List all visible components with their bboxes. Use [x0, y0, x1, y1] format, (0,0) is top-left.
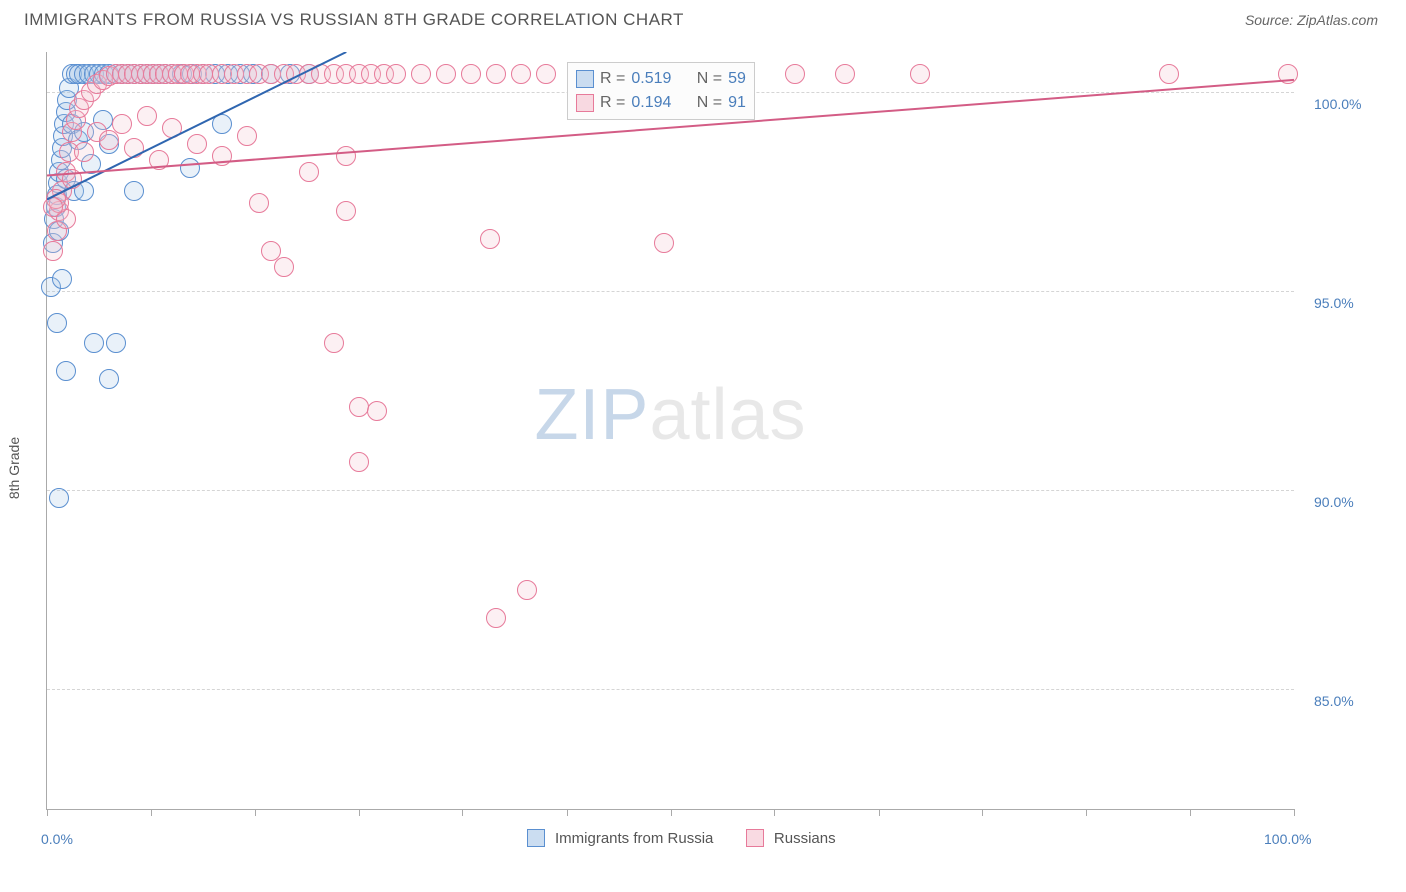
x-tick: [47, 809, 48, 816]
gridline-h: [47, 490, 1294, 491]
scatter-point-russians: [324, 333, 344, 353]
plot-area: ZIPatlas 100.0%95.0%90.0%85.0%0.0%100.0%…: [46, 52, 1294, 810]
legend-swatch-immigrants: [576, 70, 594, 88]
scatter-point-russians: [654, 233, 674, 253]
y-tick-label: 95.0%: [1314, 295, 1354, 311]
scatter-point-russians: [461, 64, 481, 84]
scatter-point-russians: [785, 64, 805, 84]
scatter-point-russians: [43, 197, 63, 217]
stat-n-value: 91: [728, 94, 746, 112]
scatter-point-immigrants: [49, 488, 69, 508]
stat-r-value: 0.519: [631, 70, 671, 88]
legend-swatch-russians: [746, 829, 764, 847]
watermark-atlas: atlas: [649, 375, 806, 455]
stat-r-value: 0.194: [631, 94, 671, 112]
scatter-point-russians: [62, 169, 82, 189]
scatter-point-immigrants: [212, 114, 232, 134]
scatter-point-russians: [336, 146, 356, 166]
scatter-point-russians: [511, 64, 531, 84]
x-tick: [359, 809, 360, 816]
scatter-point-russians: [74, 142, 94, 162]
x-tick: [151, 809, 152, 816]
x-tick: [1086, 809, 1087, 816]
x-tick: [1294, 809, 1295, 816]
scatter-point-russians: [336, 201, 356, 221]
x-tick: [774, 809, 775, 816]
y-axis-label: 8th Grade: [6, 437, 22, 499]
stat-n-label: N =: [697, 94, 722, 112]
scatter-point-russians: [486, 64, 506, 84]
scatter-point-russians: [162, 118, 182, 138]
stat-row-russians: R = 0.194 N = 91: [576, 91, 746, 115]
stat-box: R = 0.519 N = 59R = 0.194 N = 91: [567, 62, 755, 120]
scatter-point-russians: [386, 64, 406, 84]
y-tick-label: 85.0%: [1314, 693, 1354, 709]
scatter-point-russians: [349, 452, 369, 472]
y-tick-label: 100.0%: [1314, 96, 1361, 112]
chart-area: 8th Grade ZIPatlas 100.0%95.0%90.0%85.0%…: [0, 44, 1406, 892]
chart-source: Source: ZipAtlas.com: [1245, 12, 1378, 28]
scatter-point-russians: [124, 138, 144, 158]
scatter-point-russians: [349, 397, 369, 417]
scatter-point-russians: [274, 257, 294, 277]
trend-lines: [47, 52, 1294, 809]
scatter-point-russians: [212, 146, 232, 166]
scatter-point-russians: [1159, 64, 1179, 84]
legend-label-immigrants: Immigrants from Russia: [555, 830, 713, 847]
legend-swatch-immigrants: [527, 829, 545, 847]
stat-r-label: R =: [600, 94, 625, 112]
scatter-point-russians: [249, 193, 269, 213]
stat-row-immigrants: R = 0.519 N = 59: [576, 67, 746, 91]
x-tick: [671, 809, 672, 816]
x-tick-label: 0.0%: [41, 831, 73, 847]
bottom-legend: Immigrants from Russia Russians: [527, 829, 858, 847]
scatter-point-russians: [187, 134, 207, 154]
gridline-h: [47, 291, 1294, 292]
scatter-point-immigrants: [47, 313, 67, 333]
scatter-point-immigrants: [99, 369, 119, 389]
scatter-point-russians: [910, 64, 930, 84]
x-tick: [982, 809, 983, 816]
scatter-point-russians: [367, 401, 387, 421]
x-tick: [255, 809, 256, 816]
x-tick: [1190, 809, 1191, 816]
watermark: ZIPatlas: [534, 374, 806, 456]
watermark-zip: ZIP: [534, 375, 649, 455]
scatter-point-russians: [480, 229, 500, 249]
scatter-point-russians: [237, 126, 257, 146]
x-tick: [462, 809, 463, 816]
scatter-point-russians: [536, 64, 556, 84]
x-tick: [879, 809, 880, 816]
scatter-point-russians: [436, 64, 456, 84]
scatter-point-russians: [149, 150, 169, 170]
y-tick-label: 90.0%: [1314, 494, 1354, 510]
stat-r-label: R =: [600, 70, 625, 88]
scatter-point-immigrants: [124, 181, 144, 201]
scatter-point-russians: [411, 64, 431, 84]
scatter-point-immigrants: [180, 158, 200, 178]
scatter-point-russians: [112, 114, 132, 134]
scatter-point-russians: [137, 106, 157, 126]
gridline-h: [47, 689, 1294, 690]
scatter-point-immigrants: [106, 333, 126, 353]
scatter-point-immigrants: [56, 361, 76, 381]
stat-n-label: N =: [697, 70, 722, 88]
legend-label-russians: Russians: [774, 830, 836, 847]
x-tick-label: 100.0%: [1264, 831, 1311, 847]
scatter-point-russians: [299, 162, 319, 182]
x-tick: [567, 809, 568, 816]
source-label: Source:: [1245, 12, 1293, 28]
chart-title: IMMIGRANTS FROM RUSSIA VS RUSSIAN 8TH GR…: [24, 10, 684, 30]
scatter-point-russians: [835, 64, 855, 84]
scatter-point-russians: [486, 608, 506, 628]
scatter-point-immigrants: [84, 333, 104, 353]
scatter-point-russians: [1278, 64, 1298, 84]
scatter-point-russians: [517, 580, 537, 600]
stat-n-value: 59: [728, 70, 746, 88]
source-name: ZipAtlas.com: [1297, 12, 1378, 28]
scatter-point-russians: [43, 241, 63, 261]
chart-header: IMMIGRANTS FROM RUSSIA VS RUSSIAN 8TH GR…: [0, 0, 1406, 36]
legend-swatch-russians: [576, 94, 594, 112]
scatter-point-immigrants: [52, 269, 72, 289]
